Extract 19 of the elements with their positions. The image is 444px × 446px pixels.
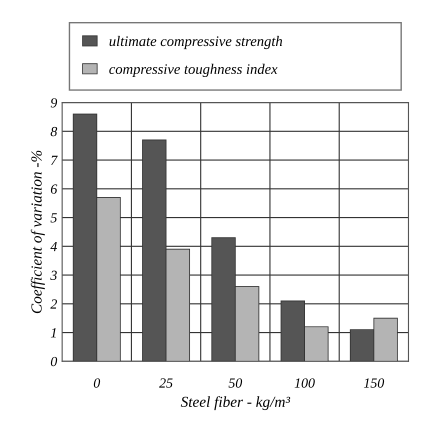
x-tick-label: 25 (159, 378, 173, 388)
y-tick-label: 7 (51, 156, 58, 165)
y-tick-label: 5 (50, 213, 57, 223)
y-tick-label: 2 (50, 299, 57, 309)
y-tick-label: 8 (50, 126, 58, 136)
y-tick-label: 0 (50, 356, 58, 366)
legend-label: compressive toughness index (109, 64, 278, 77)
x-axis-title: Steel fiber - kg/m³ (180, 396, 290, 410)
legend-label: ultimate compressive strength (110, 36, 282, 50)
y-tick-label: 3 (50, 270, 57, 280)
x-tick-label: 50 (228, 378, 242, 388)
x-tick-label: 0 (94, 378, 100, 388)
y-tick-label: 9 (50, 98, 58, 108)
y-axis-title: Coefficient of variation -% (30, 150, 45, 314)
y-tick-label: 1 (50, 328, 56, 338)
x-tick-label: 150 (364, 378, 384, 388)
y-tick-label: 6 (50, 184, 58, 194)
x-tick-label: 100 (294, 378, 315, 388)
y-tick-label: 4 (50, 242, 57, 252)
